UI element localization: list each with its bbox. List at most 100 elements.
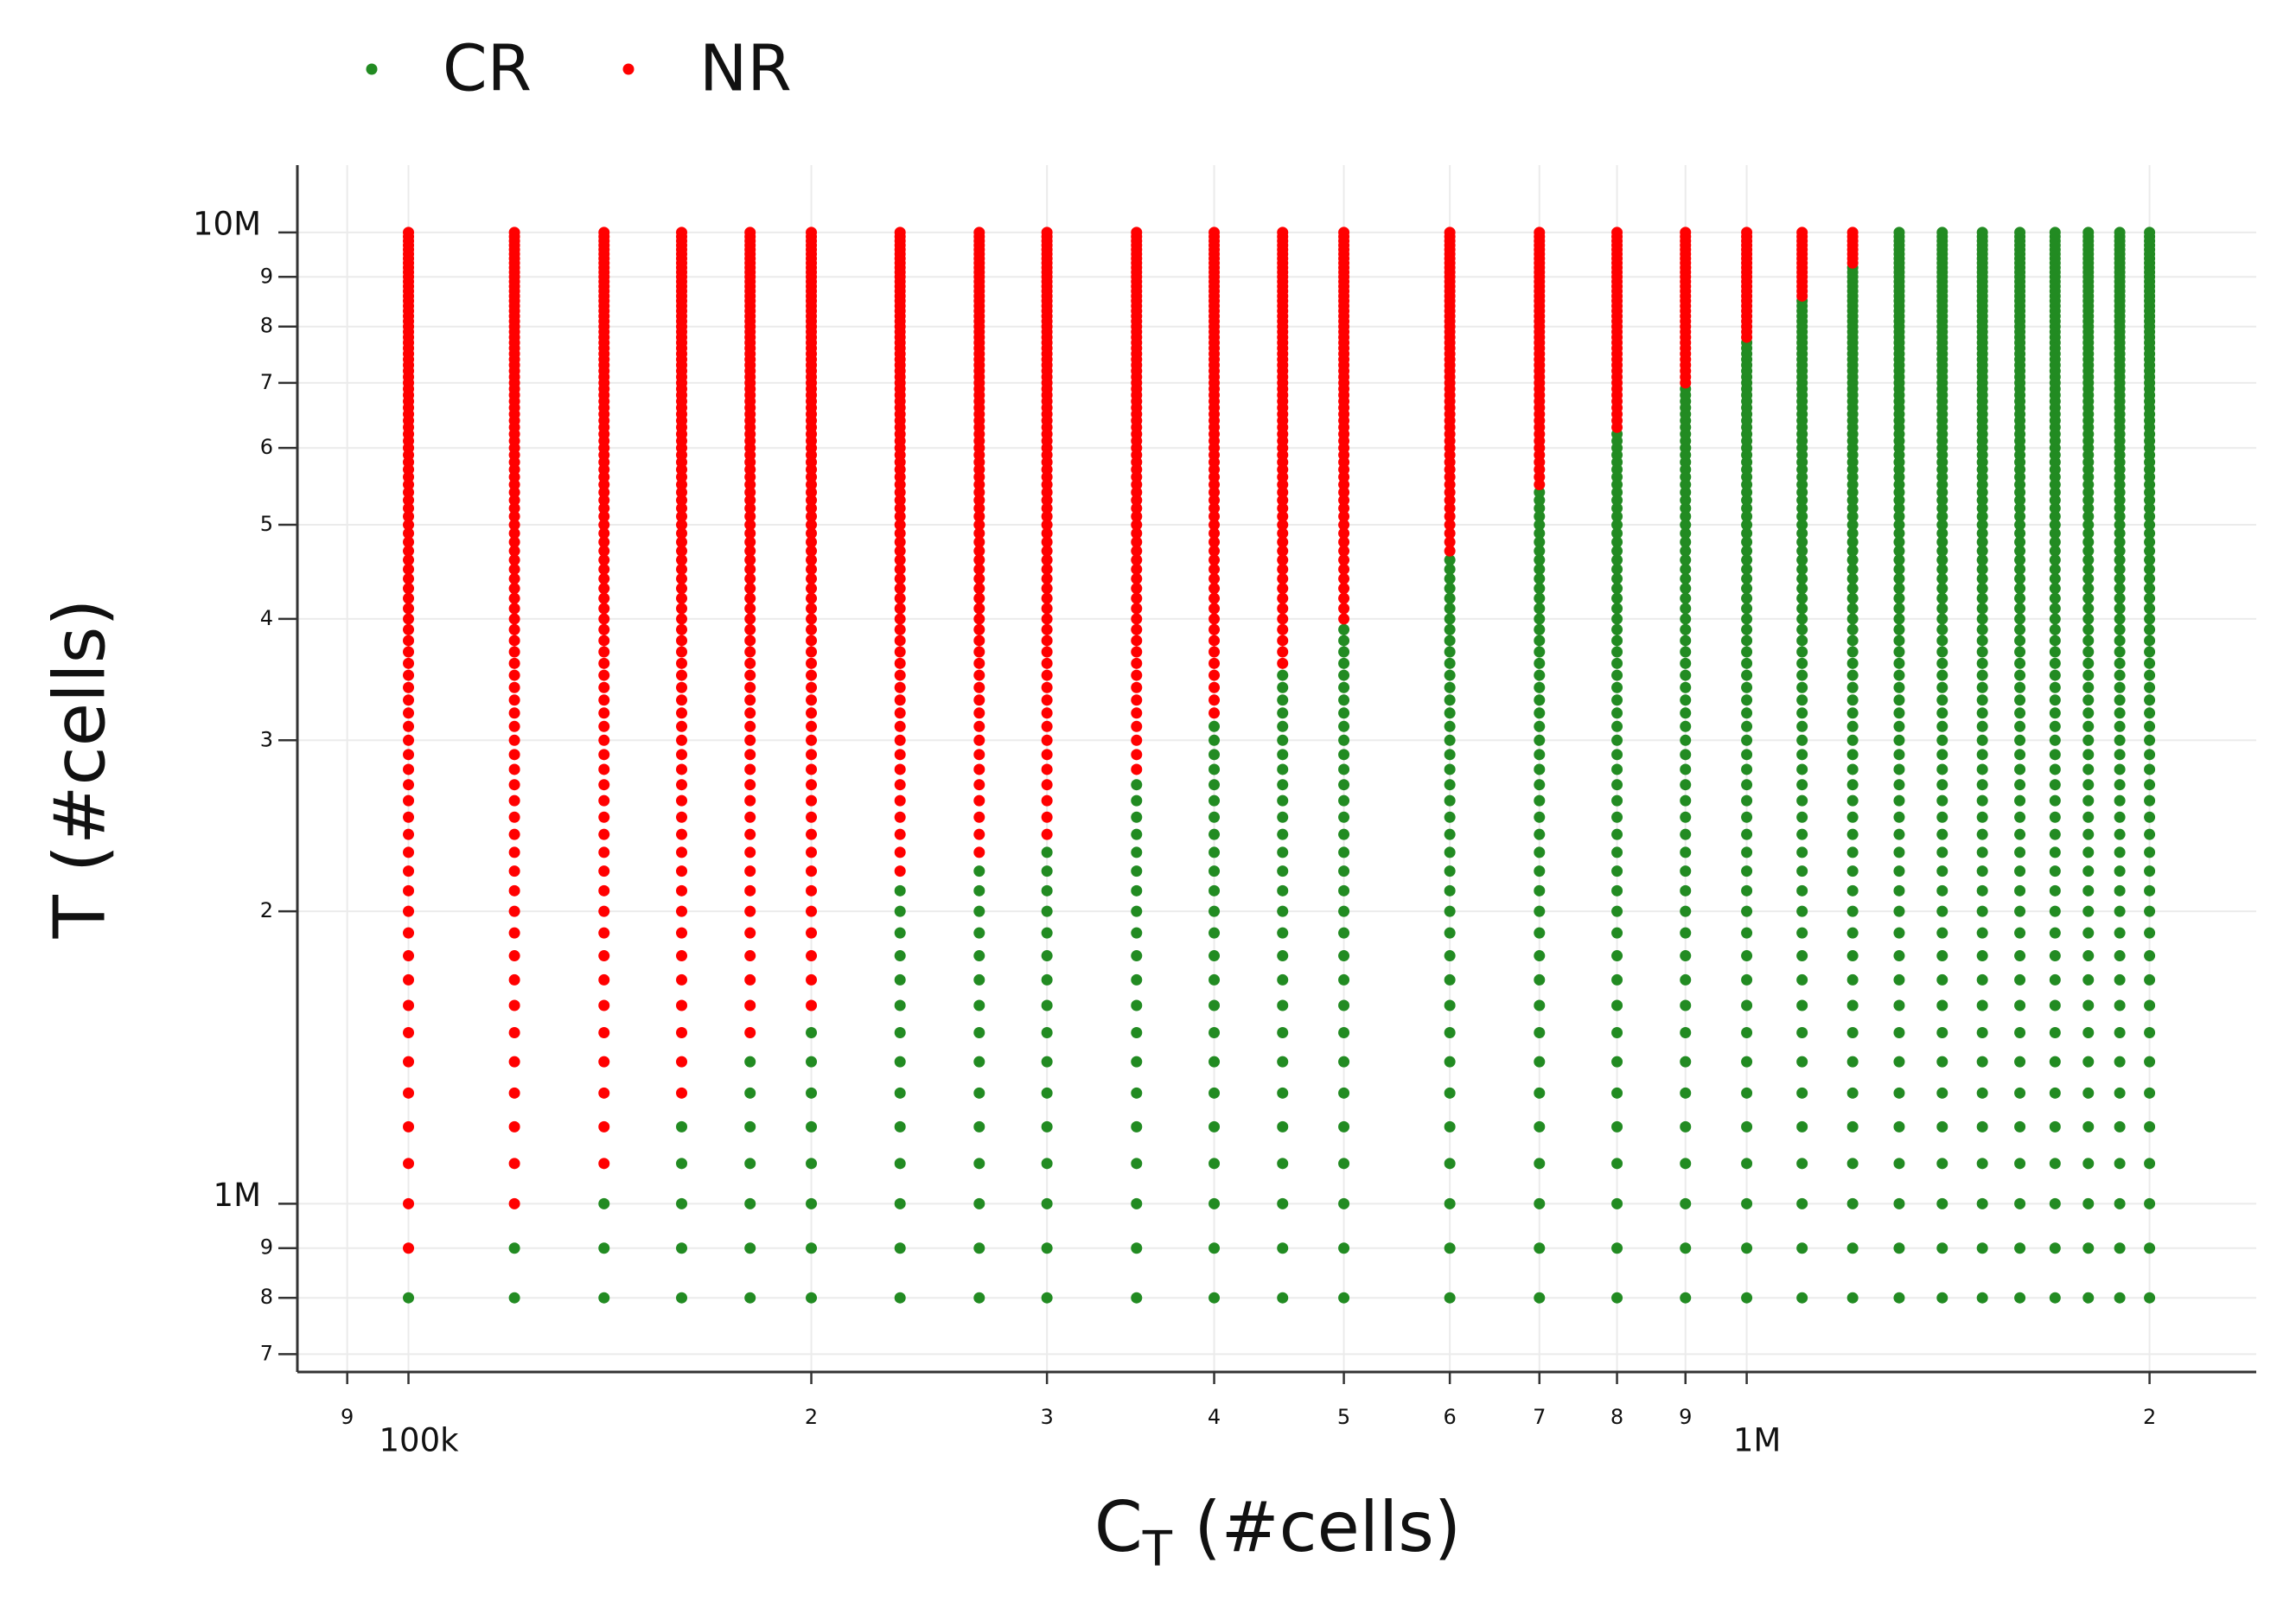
data-point bbox=[508, 536, 520, 548]
data-point bbox=[2082, 734, 2095, 746]
data-point bbox=[676, 613, 688, 625]
data-point bbox=[1611, 227, 1623, 239]
data-point bbox=[973, 1056, 985, 1068]
data-point bbox=[1277, 487, 1289, 499]
data-point bbox=[2144, 669, 2156, 681]
data-point bbox=[1936, 669, 1948, 681]
data-point bbox=[1444, 646, 1456, 658]
data-point bbox=[744, 227, 756, 239]
data-point bbox=[1041, 502, 1053, 514]
data-point bbox=[1846, 572, 1859, 584]
data-point bbox=[894, 572, 906, 584]
data-point bbox=[2049, 794, 2061, 807]
data-point bbox=[1936, 613, 1948, 625]
data-point bbox=[2114, 657, 2126, 669]
data-point bbox=[676, 583, 688, 595]
data-point bbox=[1680, 794, 1692, 807]
data-point bbox=[894, 635, 906, 647]
data-point bbox=[2014, 635, 2026, 647]
data-point bbox=[806, 779, 818, 791]
data-point bbox=[2144, 1197, 2156, 1209]
data-point bbox=[1846, 1197, 1859, 1209]
data-point bbox=[2014, 999, 2026, 1011]
data-point bbox=[2114, 973, 2126, 986]
data-point bbox=[1338, 545, 1350, 557]
data-point bbox=[1936, 510, 1948, 522]
data-point bbox=[1796, 865, 1808, 877]
data-point bbox=[676, 828, 688, 840]
data-point bbox=[1741, 927, 1753, 939]
data-point bbox=[1338, 669, 1350, 681]
data-point bbox=[1131, 1292, 1143, 1304]
data-point bbox=[2114, 592, 2126, 604]
data-point bbox=[1846, 1242, 1859, 1254]
data-point bbox=[1936, 1026, 1948, 1038]
data-point bbox=[744, 707, 756, 719]
data-point bbox=[1846, 583, 1859, 595]
data-point bbox=[1936, 1056, 1948, 1068]
data-point bbox=[403, 950, 415, 962]
data-point bbox=[1976, 635, 1988, 647]
data-point bbox=[598, 1026, 610, 1038]
data-point bbox=[1796, 763, 1808, 775]
data-point bbox=[806, 603, 818, 615]
data-point bbox=[676, 519, 688, 531]
data-point bbox=[508, 811, 520, 823]
data-point bbox=[806, 707, 818, 719]
data-point bbox=[1338, 613, 1350, 625]
data-point bbox=[598, 495, 610, 507]
data-point bbox=[1611, 646, 1623, 658]
data-point bbox=[1131, 884, 1143, 897]
data-point bbox=[1796, 583, 1808, 595]
data-point bbox=[2144, 811, 2156, 823]
data-point bbox=[598, 583, 610, 595]
data-point bbox=[598, 694, 610, 706]
data-point bbox=[2144, 1120, 2156, 1133]
data-point bbox=[973, 1242, 985, 1254]
data-point bbox=[1893, 536, 1905, 548]
data-point bbox=[894, 1158, 906, 1170]
data-point bbox=[676, 502, 688, 514]
data-point bbox=[2114, 527, 2126, 539]
data-point bbox=[1680, 720, 1692, 732]
data-point bbox=[1338, 227, 1350, 239]
data-point bbox=[744, 1197, 756, 1209]
data-point bbox=[1277, 846, 1289, 858]
data-point bbox=[598, 1292, 610, 1304]
data-point bbox=[1277, 779, 1289, 791]
data-point bbox=[1041, 495, 1053, 507]
data-point bbox=[1209, 613, 1221, 625]
data-point bbox=[2144, 707, 2156, 719]
data-point bbox=[1936, 884, 1948, 897]
data-point bbox=[1611, 1242, 1623, 1254]
data-point bbox=[744, 635, 756, 647]
legend-marker bbox=[622, 63, 635, 75]
data-point bbox=[508, 707, 520, 719]
data-point bbox=[1209, 1158, 1221, 1170]
data-point bbox=[1534, 1026, 1546, 1038]
data-point bbox=[1893, 502, 1905, 514]
data-point bbox=[1741, 592, 1753, 604]
data-point bbox=[1277, 572, 1289, 584]
data-point bbox=[1534, 763, 1546, 775]
data-point bbox=[2114, 999, 2126, 1011]
data-point bbox=[2114, 1120, 2126, 1133]
data-point bbox=[2144, 927, 2156, 939]
data-point bbox=[1041, 811, 1053, 823]
data-point bbox=[1338, 554, 1350, 566]
data-point bbox=[2014, 811, 2026, 823]
data-point bbox=[1741, 734, 1753, 746]
data-point bbox=[1277, 563, 1289, 575]
data-point bbox=[1680, 657, 1692, 669]
data-point bbox=[1534, 495, 1546, 507]
data-point bbox=[1277, 865, 1289, 877]
data-point bbox=[1041, 694, 1053, 706]
data-point bbox=[2049, 950, 2061, 962]
data-point bbox=[1338, 828, 1350, 840]
data-point bbox=[1277, 734, 1289, 746]
data-point bbox=[1976, 865, 1988, 877]
data-point bbox=[598, 502, 610, 514]
data-point bbox=[973, 1026, 985, 1038]
data-point bbox=[1338, 527, 1350, 539]
